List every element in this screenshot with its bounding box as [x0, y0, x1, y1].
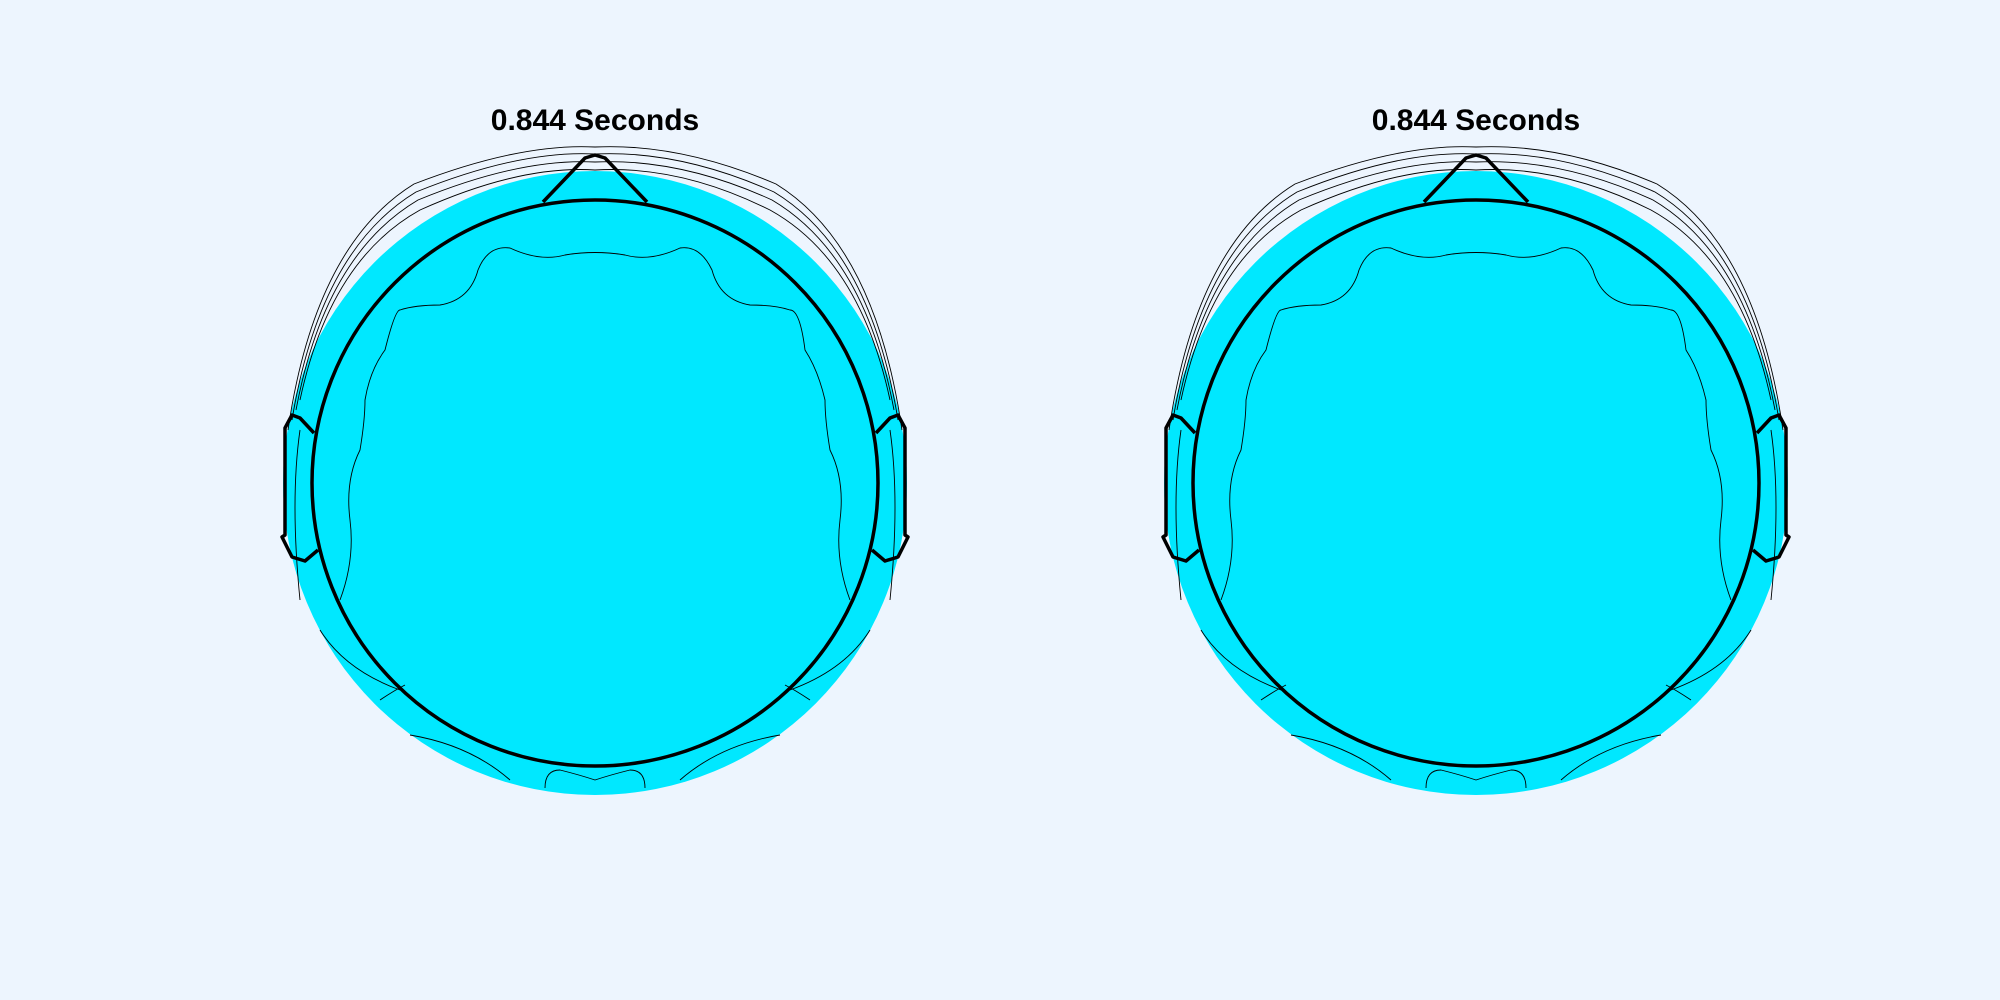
left-ear-outline [1161, 413, 1201, 563]
contour-lines [287, 146, 903, 789]
left-ear-outline [280, 413, 320, 563]
topomap-graphic-left [280, 146, 910, 795]
topomap-right [1161, 146, 1791, 795]
topomap-panel-left: 0.844 Seconds [280, 104, 910, 795]
scalp-map-disk [1164, 171, 1788, 795]
nose-outline [541, 153, 649, 204]
scalp-map-disk [283, 171, 907, 795]
panel-title: 0.844 Seconds [490, 104, 700, 137]
panel-title: 0.844 Seconds [1371, 104, 1581, 137]
topomap-graphic-right [1161, 146, 1791, 795]
topomap-panel-right: 0.844 Seconds [881, 0, 1881, 1000]
head-outline [310, 198, 880, 768]
contour-lines [1168, 146, 1784, 789]
topomap-left [280, 146, 910, 795]
head-outline [1191, 198, 1761, 768]
right-ear-outline [1751, 413, 1791, 563]
nose-outline [1422, 153, 1530, 204]
right-ear-outline [870, 413, 910, 563]
